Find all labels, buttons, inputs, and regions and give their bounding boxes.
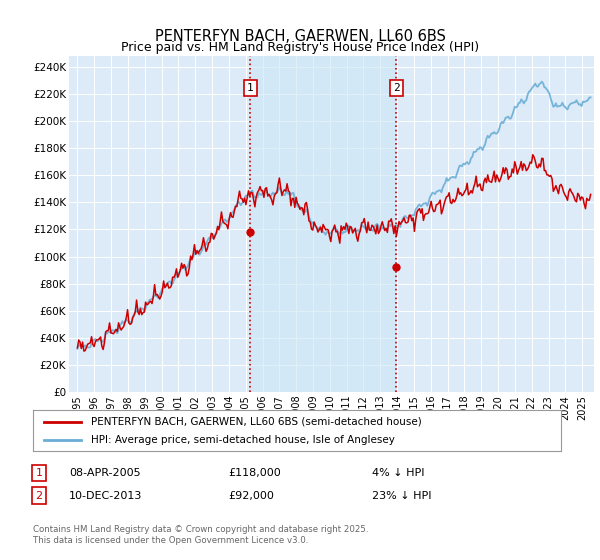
Text: £118,000: £118,000 — [228, 468, 281, 478]
Text: Price paid vs. HM Land Registry's House Price Index (HPI): Price paid vs. HM Land Registry's House … — [121, 41, 479, 54]
Text: HPI: Average price, semi-detached house, Isle of Anglesey: HPI: Average price, semi-detached house,… — [91, 435, 395, 445]
Text: 4% ↓ HPI: 4% ↓ HPI — [372, 468, 425, 478]
Text: Contains HM Land Registry data © Crown copyright and database right 2025.
This d: Contains HM Land Registry data © Crown c… — [33, 525, 368, 545]
Text: 1: 1 — [247, 83, 254, 93]
Bar — [250, 56, 396, 392]
Text: 2: 2 — [35, 491, 43, 501]
Text: 23% ↓ HPI: 23% ↓ HPI — [372, 491, 431, 501]
Text: PENTERFYN BACH, GAERWEN, LL60 6BS (semi-detached house): PENTERFYN BACH, GAERWEN, LL60 6BS (semi-… — [91, 417, 422, 427]
Text: 1: 1 — [35, 468, 43, 478]
Text: 2: 2 — [393, 83, 400, 93]
Text: £92,000: £92,000 — [228, 491, 274, 501]
Text: PENTERFYN BACH, GAERWEN, LL60 6BS: PENTERFYN BACH, GAERWEN, LL60 6BS — [155, 29, 445, 44]
Text: 08-APR-2005: 08-APR-2005 — [69, 468, 140, 478]
Text: 10-DEC-2013: 10-DEC-2013 — [69, 491, 142, 501]
